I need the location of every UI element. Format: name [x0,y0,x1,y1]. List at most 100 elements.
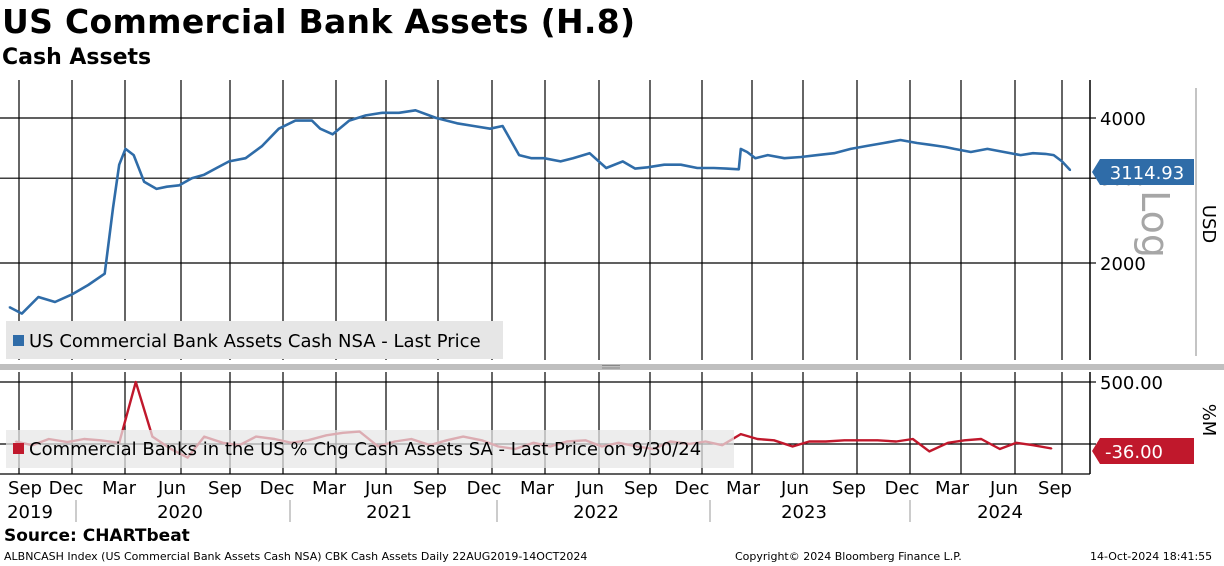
upper-data-point [767,154,769,156]
upper-data-point [331,133,334,136]
lower-data-point [740,433,742,435]
lower-data-point [773,439,775,442]
x-tick-label: Jun [780,478,809,499]
upper-data-point [244,157,247,159]
footer-timestamp: 14-Oct-2024 18:41:55 [1090,550,1213,563]
upper-y-tick-label: 4000 [1100,109,1146,130]
upper-data-point [696,167,699,169]
lower-legend-swatch [13,443,24,454]
lower-data-point [791,445,794,448]
lower-legend: Commercial Banks in the US % Chg Cash As… [6,430,734,468]
x-tick-label: Jun [989,478,1018,499]
upper-data-point [928,143,931,146]
x-tick-label: Dec [467,478,502,499]
upper-data-point [986,148,989,150]
lower-data-point [1050,447,1053,450]
x-year-label: 2024 [977,502,1023,523]
upper-data-point [663,163,665,166]
chart-title: US Commercial Bank Assets (H.8) [2,2,636,41]
log-scale-label: Log [1133,190,1177,258]
x-year-label: 2019 [7,502,53,523]
upper-data-point [916,142,918,144]
lower-data-point [1032,444,1034,447]
upper-data-point [414,109,417,112]
upper-data-point [725,167,728,170]
x-tick-label: Mar [726,478,761,499]
upper-data-point [680,163,682,166]
upper-data-point [1052,154,1055,156]
upper-last-value-tag: 3114.93 [1092,159,1194,185]
lower-data-point [963,439,966,442]
upper-data-point [945,146,947,148]
lower-last-value-tag: -36.00 [1092,438,1194,464]
upper-data-point [530,157,533,159]
upper-data-point [261,145,264,147]
upper-data-point [178,184,181,187]
upper-data-point [833,152,835,154]
upper-data-point [319,127,322,130]
upper-data-point [311,119,313,122]
upper-y-tick-label: 2000 [1100,254,1146,275]
lower-data-point [860,439,862,442]
x-tick-label: Mar [312,478,347,499]
lower-data-point [928,450,931,453]
x-tick-label: Jun [364,478,393,499]
upper-last-value: 3114.93 [1110,163,1184,184]
upper-data-point [203,173,205,176]
upper-data-point [518,154,520,156]
lower-last-value: -36.00 [1105,442,1163,463]
upper-data-point [191,177,193,179]
upper-legend-label: US Commercial Bank Assets Cash NSA - Las… [29,331,481,352]
x-tick-label: Mar [520,478,555,499]
upper-data-point [572,157,574,159]
upper-data-point [21,312,23,315]
x-year-label: 2021 [366,502,412,523]
x-tick-label: Jun [575,478,604,499]
upper-legend-swatch [13,335,24,346]
lower-data-point [876,439,879,442]
upper-y-axis-label: USD [1198,205,1219,243]
upper-series-line [8,109,1072,315]
x-tick-label: Sep [1038,478,1072,499]
lower-legend-box [6,430,734,468]
upper-data-point [124,148,127,150]
upper-data-point [970,151,972,153]
upper-data-point [118,163,120,166]
lower-legend-label: Commercial Banks in the US % Chg Cash As… [29,439,701,460]
x-tick-label: Sep [832,478,866,499]
upper-data-point [348,119,351,122]
upper-data-point [754,157,757,159]
upper-data-point [1061,160,1063,163]
lower-data-point [1015,442,1018,444]
upper-data-point [54,301,56,303]
upper-data-point [738,168,740,171]
upper-data-point [746,151,748,153]
upper-data-point [132,154,135,156]
x-year-label: 2022 [573,502,619,523]
panel-splitter[interactable] [0,364,1090,370]
x-tick-label: Sep [208,478,242,499]
lower-data-point [947,442,949,444]
upper-grid [0,80,1090,360]
upper-data-point [472,125,475,127]
x-tick-label: Sep [413,478,447,499]
x-tick-label: Dec [260,478,295,499]
lower-y-tick-label: 500.00 [1100,373,1163,394]
upper-data-point [588,152,591,154]
upper-data-point [70,293,73,296]
upper-data-point [394,112,396,114]
upper-data-point [398,112,400,114]
x-axis: Sep Dec Mar Jun Sep Dec Mar Jun Sep Dec Mar Jun Sep D… [0,473,1090,523]
lower-last-value-marker [1092,438,1194,464]
upper-data-point [621,160,624,163]
lower-data-point [756,438,759,440]
x-tick-label: Dec [675,478,710,499]
x-tick-label: Jun [157,478,186,499]
x-year-label: 2020 [157,502,203,523]
lower-panel: 500.00 %M -36.00 Commercial Banks in the… [0,372,1219,474]
upper-data-point [740,148,742,150]
panel-splitter-axis [1090,364,1224,370]
upper-data-point [294,119,297,122]
upper-data-point [166,185,168,188]
